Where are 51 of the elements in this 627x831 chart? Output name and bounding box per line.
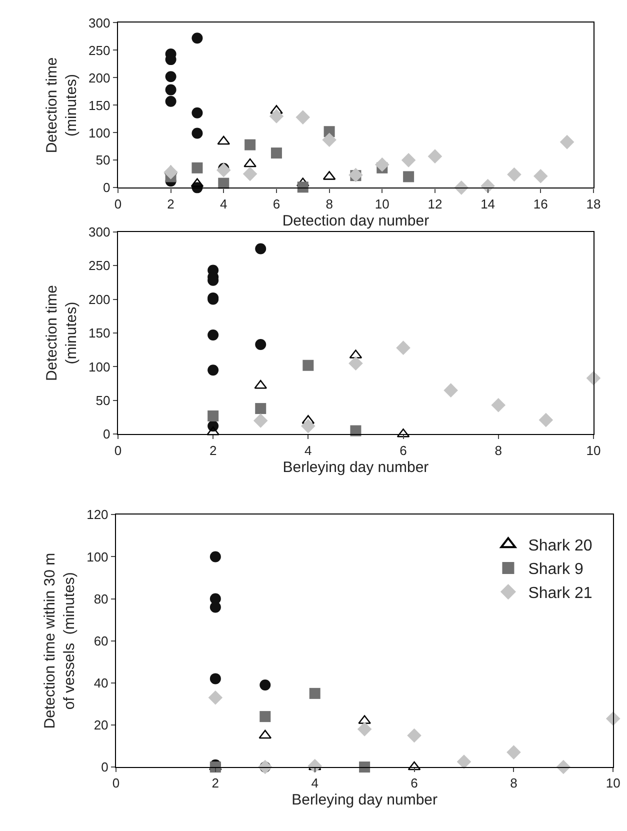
- x-axis-title: Berleying day number: [282, 458, 429, 476]
- y-axis-title: Detection time within 30 m of vessels (minutes): [41, 552, 78, 729]
- y-tick-label: 100: [88, 359, 110, 374]
- y-tick-label: 200: [88, 70, 110, 86]
- y-axis-title: Detection time (minutes): [43, 57, 80, 154]
- y-tick-label: 300: [88, 224, 110, 240]
- x-tick-label: 6: [410, 776, 418, 791]
- y-tick-label: 250: [88, 42, 110, 58]
- x-tick-label: 0: [114, 196, 122, 212]
- x-axis-title: Berleying day number: [292, 792, 438, 809]
- x-tick-label: 0: [114, 442, 122, 458]
- x-tick-label: 10: [586, 442, 601, 458]
- y-tick-label: 40: [94, 675, 108, 690]
- x-tick-label: 14: [480, 196, 496, 212]
- y-tick-label: 20: [94, 718, 108, 733]
- x-tick-label: 4: [304, 442, 312, 458]
- y-tick-label: 120: [86, 507, 108, 522]
- x-tick-label: 4: [311, 776, 318, 791]
- x-tick-label: 2: [167, 196, 174, 212]
- y-tick-label: 0: [103, 426, 110, 442]
- legend-label: Shark 21: [528, 585, 592, 602]
- y-tick-label: 100: [88, 125, 110, 140]
- x-tick-label: 6: [400, 442, 407, 458]
- legend-label: Shark 9: [528, 561, 584, 578]
- y-tick-label: 60: [94, 633, 108, 648]
- y-tick-label: 150: [88, 98, 110, 113]
- x-axis-title: Detection day number: [282, 212, 430, 230]
- x-tick-label: 8: [494, 442, 502, 458]
- x-tick-label: 4: [220, 196, 228, 212]
- y-tick-label: 0: [101, 760, 108, 775]
- y-tick-label: 50: [96, 392, 110, 408]
- y-tick-label: 80: [94, 591, 108, 606]
- x-tick-label: 18: [586, 196, 601, 212]
- x-tick-label: 16: [533, 196, 548, 212]
- y-axis-title: Detection time (minutes): [43, 285, 80, 381]
- legend-label: Shark 20: [528, 537, 592, 554]
- x-tick-label: 12: [428, 196, 442, 212]
- y-tick-label: 300: [88, 15, 110, 30]
- x-tick-label: 6: [272, 196, 280, 212]
- x-tick-label: 8: [510, 776, 518, 791]
- y-tick-label: 100: [86, 549, 108, 564]
- x-tick-label: 10: [606, 776, 620, 791]
- x-tick-label: 2: [209, 442, 217, 458]
- y-tick-label: 250: [88, 258, 110, 274]
- y-tick-label: 50: [96, 152, 110, 168]
- x-tick-label: 8: [326, 196, 333, 212]
- x-tick-label: 2: [212, 776, 220, 791]
- y-tick-label: 0: [103, 180, 110, 196]
- y-tick-label: 200: [88, 292, 110, 307]
- y-tick-label: 150: [88, 326, 110, 341]
- x-tick-label: 10: [374, 196, 390, 212]
